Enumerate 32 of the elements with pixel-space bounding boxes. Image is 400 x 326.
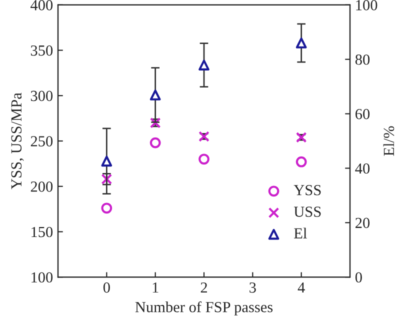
point [296,156,307,168]
y2-tick-label: 80 [355,54,370,65]
legend-label: El [294,228,307,238]
legend-label: YSS [294,185,321,196]
y2-tick-label: 60 [356,108,370,120]
y-tick-label: 200 [30,182,53,192]
y-tick-label: 250 [30,136,53,146]
y2-tick-label: 40 [355,163,370,174]
point [198,154,210,165]
y2-axis-title: El/% [383,126,394,156]
y-tick-label: 400 [30,0,53,10]
y-tick-label: 100 [32,272,53,283]
y-tick-label: 300 [30,90,53,102]
x-tick-label: 3 [250,282,256,293]
x-tick-label: 4 [298,282,305,293]
y-axis-title: YSS, USS/MPa [11,92,24,190]
point [296,38,307,48]
y2-tick-label: 100 [356,0,378,10]
legend-label: USS [294,206,321,217]
y2-tick-label: 0 [355,272,362,283]
point [150,90,161,100]
x-tick-label: 2 [200,282,207,293]
point [198,60,210,70]
y-tick-label: 350 [30,45,53,56]
y2-tick-label: 20 [356,218,370,228]
x-axis-title: Number of FSP passes [135,301,273,316]
point [101,156,112,167]
point [150,137,161,148]
x-tick-label: 1 [152,282,158,293]
y-tick-label: 150 [32,226,53,238]
x-tick-label: 0 [103,282,110,293]
point [101,202,112,214]
